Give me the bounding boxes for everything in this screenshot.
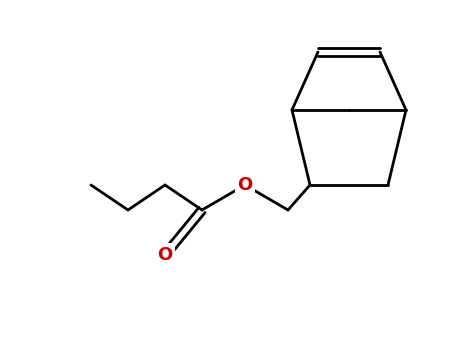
Text: O: O	[238, 176, 253, 194]
Text: O: O	[157, 246, 172, 264]
